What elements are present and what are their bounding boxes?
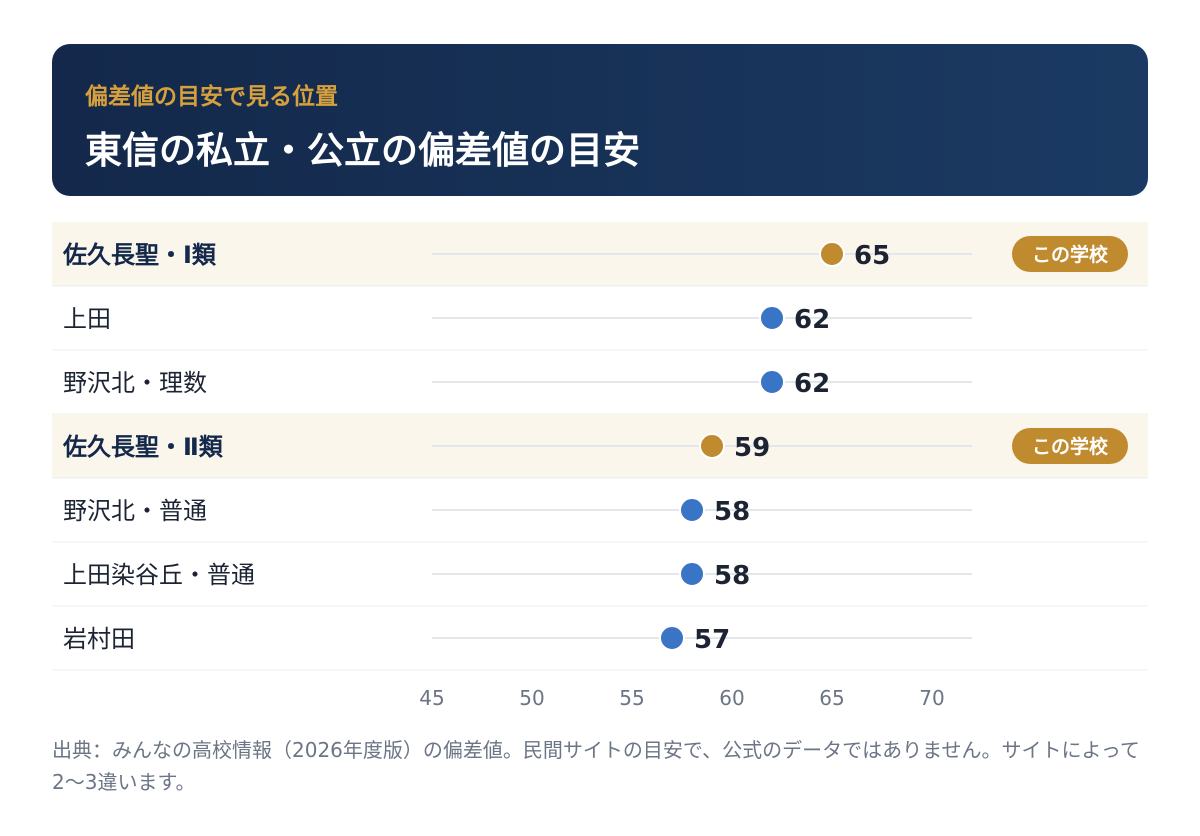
value-dot: [659, 625, 685, 651]
value-dot: [679, 497, 705, 523]
value-label: 65: [854, 241, 890, 271]
value-label: 58: [714, 561, 750, 591]
highlight-value-dot: [819, 241, 845, 267]
this-school-badge: [1012, 236, 1128, 272]
chart-title: 東信の私立・公立の偏差値の目安: [85, 129, 640, 172]
x-tick-label: 55: [619, 686, 644, 710]
value-dot: [679, 561, 705, 587]
x-tick-label: 60: [719, 686, 744, 710]
chart-header: 偏差値の目安で見る位置 東信の私立・公立の偏差値の目安: [52, 44, 1148, 196]
value-label: 58: [714, 497, 750, 527]
source-footnote: 出典：みんなの高校情報（2026年度版）の偏差値。民間サイトの目安で、公式のデー…: [52, 738, 1140, 794]
x-tick-label: 45: [419, 686, 444, 710]
value-label: 62: [794, 305, 830, 335]
chart-subtitle: 偏差値の目安で見る位置: [85, 84, 338, 110]
value-label: 62: [794, 369, 830, 399]
row-label: 佐久長聖・Ⅱ類: [62, 433, 224, 461]
value-dot: [759, 305, 785, 331]
highlight-value-dot: [699, 433, 725, 459]
x-tick-label: 50: [519, 686, 544, 710]
row-label: 野沢北・普通: [63, 497, 207, 525]
value-label: 57: [694, 625, 730, 655]
value-dot: [759, 369, 785, 395]
x-tick-label: 70: [919, 686, 944, 710]
value-label: 59: [734, 433, 770, 463]
row-label: 上田染谷丘・普通: [63, 561, 255, 589]
row-label: 佐久長聖・Ⅰ類: [62, 241, 217, 269]
row-label: 野沢北・理数: [63, 369, 207, 397]
this-school-badge-label: この学校: [1032, 243, 1109, 266]
this-school-badge-label: この学校: [1032, 435, 1109, 458]
row-label: 岩村田: [63, 625, 135, 653]
row-label: 上田: [63, 305, 111, 333]
this-school-badge: [1012, 428, 1128, 464]
x-tick-label: 65: [819, 686, 844, 710]
